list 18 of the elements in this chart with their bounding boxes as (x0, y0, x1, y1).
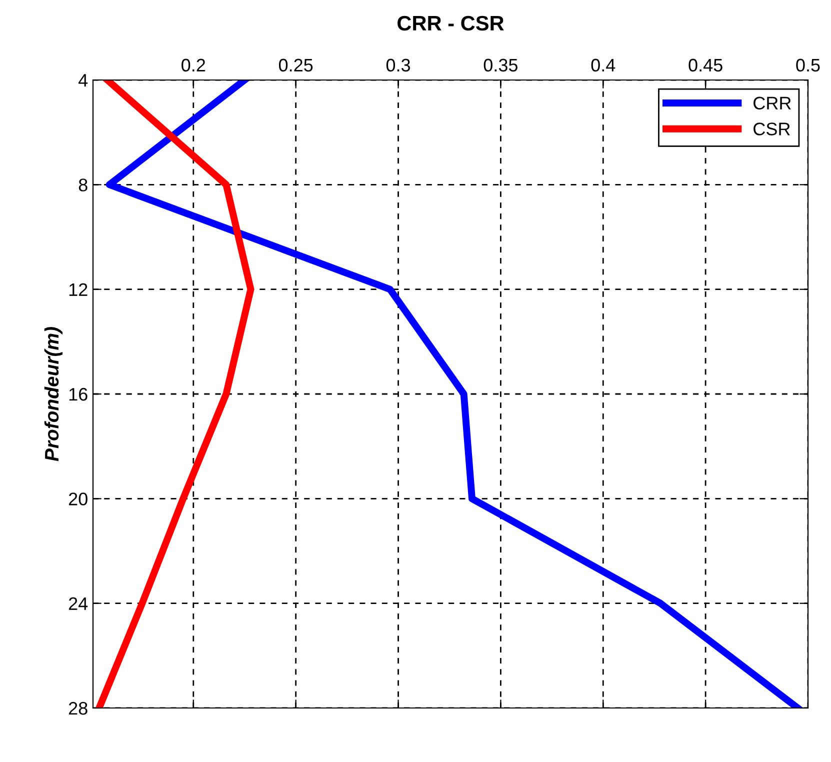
y-tick-label: 20 (68, 492, 88, 506)
x-tick-label: 0.25 (278, 58, 313, 72)
legend-label: CSR (754, 122, 790, 136)
y-tick-label: 8 (78, 178, 88, 192)
x-tick-label: 0.35 (484, 58, 518, 72)
x-tick-label: 0.4 (591, 58, 616, 72)
y-tick-label: 16 (69, 388, 88, 401)
x-tick-label: 0.5 (796, 58, 820, 72)
x-tick-label: 0.45 (688, 58, 722, 72)
chart-title: CRR - CSR (398, 16, 504, 31)
y-tick-label: 12 (69, 283, 88, 296)
y-tick-label: 4 (78, 74, 88, 87)
y-tick-label: 24 (68, 597, 88, 610)
y-axis-title: Profondeur(m) (44, 327, 62, 462)
x-tick-label: 0.3 (386, 58, 410, 72)
legend-label: CRR (754, 96, 791, 110)
x-tick-label: 0.2 (182, 58, 206, 72)
y-tick-label: 28 (68, 702, 88, 715)
